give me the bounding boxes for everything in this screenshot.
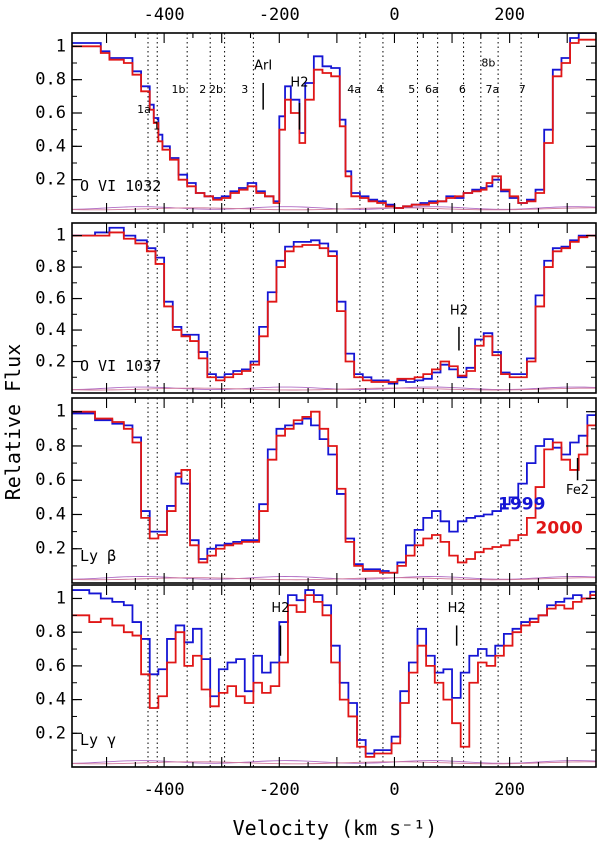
top-tick-label: -200: [259, 5, 300, 25]
legend-label-1999: 1999: [498, 494, 545, 514]
component-label: 4: [377, 83, 384, 96]
series-2000-line: [72, 38, 596, 209]
bottom-tick-label: -200: [259, 780, 300, 800]
y-tick-label: 0.6: [35, 470, 66, 490]
panel-label: Ly γ: [80, 731, 116, 749]
component-label: 6a: [425, 83, 439, 96]
component-label: 5: [408, 83, 415, 96]
bottom-tick-label: -400: [144, 780, 185, 800]
top-tick-label: 0: [389, 5, 399, 25]
component-label: 3: [241, 83, 248, 96]
series-1999-line: [72, 589, 596, 755]
top-tick-label: 200: [494, 5, 525, 25]
marker-label: H2: [450, 303, 468, 318]
y-tick-label: 0.2: [35, 539, 66, 559]
bottom-axis-tick-labels: -400 -200 0 200: [144, 780, 525, 800]
panel-label: O VI 1032: [80, 177, 161, 195]
top-tick-label: -400: [144, 5, 185, 25]
y-tick-label: 0.8: [35, 622, 66, 642]
component-label: 7: [519, 83, 526, 96]
marker-label: Fe2: [566, 483, 589, 498]
component-label: 2b: [209, 83, 223, 96]
error-line-2000: [71, 207, 597, 211]
series-1999-line: [72, 33, 596, 209]
bottom-tick-label: 0: [389, 780, 399, 800]
error-line-2000: [71, 577, 597, 581]
series-2000-line: [72, 410, 596, 574]
y-tick-label: 0.4: [35, 320, 66, 340]
bottom-tick-label: 200: [494, 780, 525, 800]
legend-label-2000: 2000: [536, 518, 583, 538]
panel-2: 0.2 0.4 0.6 0.8 1 O VI 1037 H2: [35, 222, 597, 394]
component-label: 7a: [485, 83, 499, 96]
panel-3: 0.2 0.4 0.6 0.8 1 Ly β Fe2 1999 2000: [35, 397, 597, 584]
y-tick-label: 1: [56, 402, 66, 422]
panel-frame: [71, 222, 597, 394]
panel-frame: [71, 397, 597, 584]
component-label: 1: [153, 120, 160, 133]
error-line-2000: [71, 761, 597, 765]
component-label: 1b: [172, 83, 186, 96]
marker-label: H2: [271, 601, 289, 616]
component-label: 2: [199, 83, 206, 96]
y-tick-label: 0.2: [35, 170, 66, 190]
y-tick-label: 0.8: [35, 257, 66, 277]
y-tick-label: 0.6: [35, 289, 66, 309]
series-2000-line: [72, 594, 596, 758]
y-tick-label: 0.8: [35, 436, 66, 456]
y-tick-label: 0.4: [35, 504, 66, 524]
error-line-2000: [71, 387, 597, 391]
x-axis-title: Velocity (km s⁻¹): [233, 816, 438, 840]
marker-label: H2: [290, 75, 308, 90]
series-2000-line: [72, 231, 596, 383]
marker-label: ArI: [254, 59, 272, 74]
y-tick-label: 1: [56, 588, 66, 608]
component-label: 1a: [137, 103, 151, 116]
panel-label: O VI 1037: [80, 357, 161, 375]
panel-4: 0.2 0.4 0.6 0.8 1 Ly γ H2 H2: [35, 584, 597, 768]
y-tick-label: 0.2: [35, 723, 66, 743]
y-tick-label: 1: [56, 226, 66, 246]
top-axis-tick-labels: -400 -200 0 200: [144, 5, 525, 25]
component-label: 8b: [481, 56, 495, 69]
y-tick-label: 0.6: [35, 103, 66, 123]
y-tick-label: 1: [56, 36, 66, 56]
y-tick-label: 0.2: [35, 352, 66, 372]
y-axis-title: Relative Flux: [1, 344, 25, 501]
marker-label: H2: [448, 601, 466, 616]
panel-frame: [71, 32, 597, 214]
y-tick-label: 0.4: [35, 136, 66, 156]
y-tick-label: 0.8: [35, 70, 66, 90]
component-label: 4a: [347, 83, 361, 96]
component-label: 6: [459, 83, 466, 96]
panel-label: Ly β: [80, 547, 116, 565]
y-tick-label: 0.4: [35, 690, 66, 710]
series-1999-line: [72, 412, 596, 574]
panel-frame: [71, 584, 597, 768]
y-tick-label: 0.6: [35, 656, 66, 676]
